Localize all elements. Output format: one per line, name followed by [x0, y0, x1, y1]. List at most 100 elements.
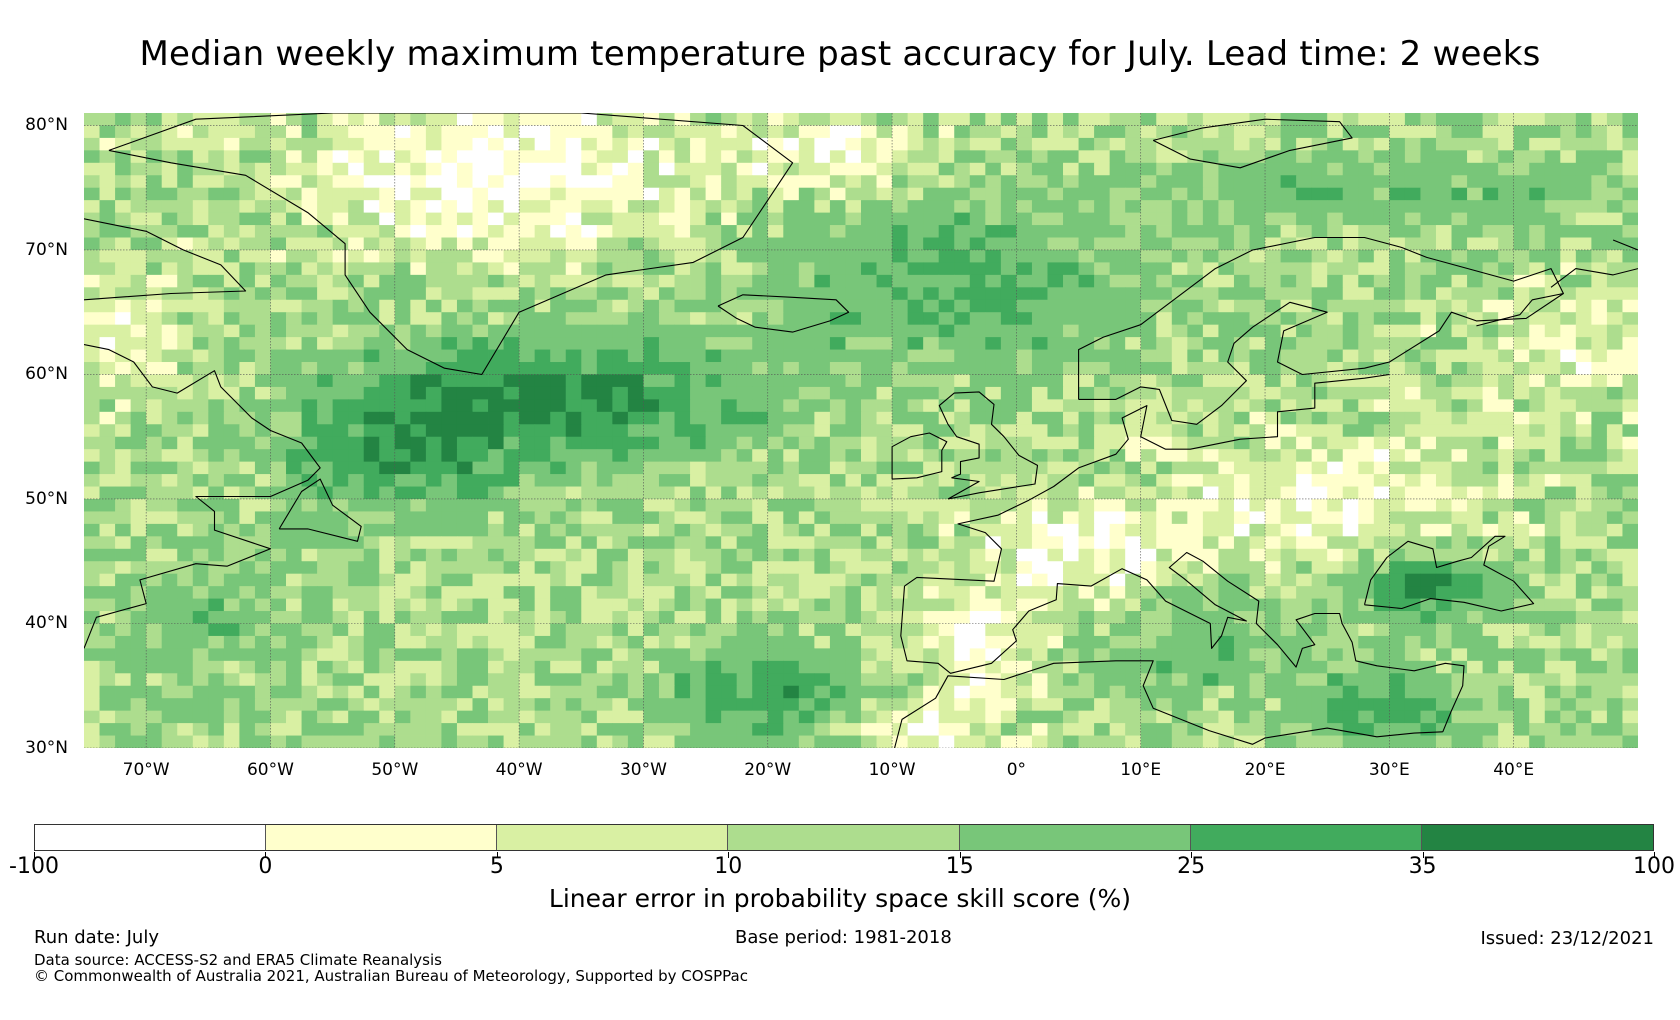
skill-cell: [317, 424, 334, 438]
skill-cell: [1622, 113, 1638, 126]
skill-cell: [1327, 212, 1344, 226]
skill-cell: [1296, 162, 1313, 176]
skill-cell: [1435, 635, 1452, 649]
skill-cell: [814, 324, 831, 338]
skill-cell: [363, 225, 380, 238]
skill-cell: [1016, 449, 1033, 463]
skill-cell: [208, 349, 225, 363]
skill-cell: [876, 498, 893, 512]
skill-cell: [1125, 113, 1142, 126]
skill-cell: [876, 523, 893, 537]
skill-cell: [472, 598, 489, 612]
skill-cell: [1202, 374, 1219, 388]
skill-cell: [348, 299, 365, 313]
skill-cell: [1342, 225, 1359, 238]
skill-cell: [1078, 187, 1095, 201]
skill-cell: [192, 200, 209, 214]
skill-cell: [845, 249, 862, 263]
skill-cell: [1125, 723, 1142, 736]
skill-cell: [270, 262, 287, 276]
skill-cell: [550, 511, 567, 525]
skill-cell: [1435, 237, 1452, 251]
skill-cell: [1591, 249, 1608, 263]
skill-cell: [658, 723, 675, 736]
skill-cell: [1513, 386, 1530, 400]
skill-cell: [208, 561, 225, 575]
skill-cell: [115, 125, 132, 139]
skill-cell: [892, 573, 909, 587]
skill-cell: [1560, 262, 1577, 276]
skill-cell: [1342, 660, 1359, 674]
skill-cell: [1342, 212, 1359, 226]
skill-cell: [177, 685, 194, 699]
skill-cell: [612, 212, 629, 226]
skill-cell: [441, 225, 458, 238]
skill-cell: [115, 299, 132, 313]
skill-cell: [1513, 623, 1530, 637]
skill-cell: [892, 225, 909, 238]
skill-cell: [1560, 312, 1577, 326]
skill-cell: [1311, 262, 1328, 276]
skill-cell: [1591, 225, 1608, 238]
skill-cell: [1265, 274, 1281, 288]
skill-cell: [1016, 424, 1033, 438]
skill-cell: [845, 586, 862, 599]
skill-cell: [1606, 337, 1623, 350]
skill-cell: [1560, 523, 1577, 537]
skill-cell: [1078, 498, 1095, 512]
skill-cell: [627, 523, 644, 537]
skill-cell: [1156, 287, 1173, 301]
skill-cell: [1047, 623, 1064, 637]
skill-cell: [736, 113, 753, 126]
skill-cell: [1498, 623, 1515, 637]
skill-cell: [1296, 486, 1313, 500]
skill-cell: [1140, 436, 1157, 450]
skill-cell: [1435, 648, 1452, 662]
skill-cell: [721, 486, 738, 500]
skill-cell: [1171, 573, 1188, 587]
skill-cell: [146, 660, 163, 674]
skill-cell: [239, 137, 256, 151]
skill-cell: [674, 337, 691, 350]
skill-cell: [456, 287, 473, 301]
skill-cell: [301, 573, 318, 587]
skill-cell: [488, 386, 504, 400]
skill-cell: [1420, 299, 1437, 313]
skill-cell: [798, 474, 815, 487]
skill-cell: [379, 548, 396, 562]
skill-cell: [1094, 598, 1111, 612]
skill-cell: [1140, 623, 1157, 637]
skill-cell: [1544, 498, 1561, 512]
skill-cell: [1140, 536, 1157, 550]
skill-cell: [286, 274, 302, 288]
skill-cell: [1358, 349, 1375, 363]
skill-cell: [286, 474, 302, 487]
skill-cell: [1467, 125, 1483, 139]
skill-cell: [146, 237, 163, 251]
skill-cell: [1389, 660, 1406, 674]
skill-cell: [115, 586, 132, 599]
skill-cell: [581, 249, 598, 263]
skill-cell: [690, 274, 706, 288]
skill-cell: [1513, 212, 1530, 226]
skill-cell: [534, 498, 551, 512]
skill-cell: [115, 337, 132, 350]
skill-cell: [612, 635, 629, 649]
skill-cell: [1591, 324, 1608, 338]
skill-cell: [752, 723, 769, 736]
skill-cell: [767, 411, 784, 425]
skill-cell: [1404, 648, 1421, 662]
skill-cell: [410, 461, 427, 475]
skill-cell: [425, 200, 442, 214]
skill-cell: [1498, 511, 1515, 525]
skill-cell: [301, 648, 318, 662]
skill-cell: [627, 113, 644, 126]
skill-cell: [1156, 349, 1173, 363]
skill-cell: [1435, 424, 1452, 438]
skill-cell: [379, 436, 396, 450]
skill-cell: [441, 536, 458, 550]
skill-cell: [814, 274, 831, 288]
skill-cell: [1435, 187, 1452, 201]
skill-cell: [472, 113, 489, 126]
skill-cell: [534, 698, 551, 712]
